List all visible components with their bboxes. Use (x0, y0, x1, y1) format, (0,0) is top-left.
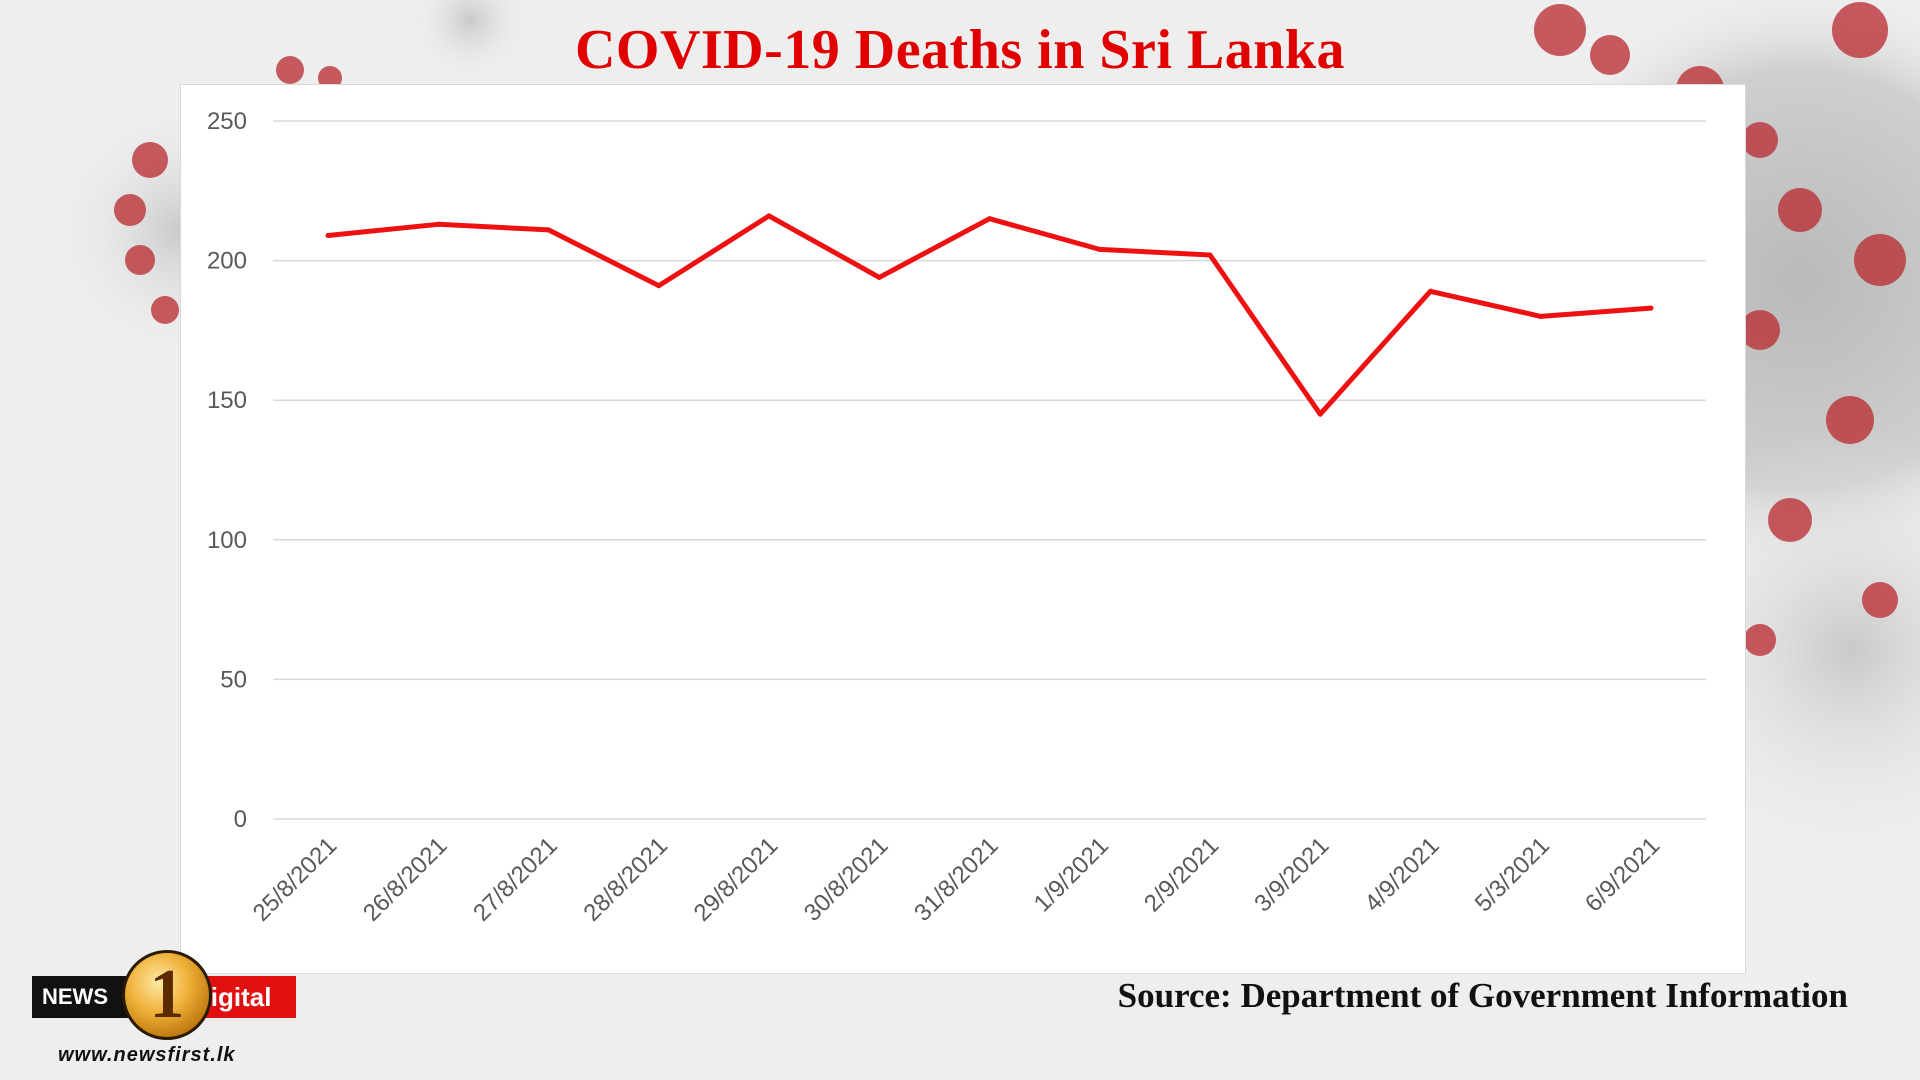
newsfirst-logo: NEWS Digital 1 www.newsfirst.lk (30, 948, 300, 1068)
data-point (1097, 246, 1103, 252)
data-point (1538, 313, 1544, 319)
x-tick-label: 29/8/2021 (689, 832, 784, 927)
x-tick-label: 28/8/2021 (578, 832, 673, 927)
data-point (987, 216, 992, 222)
chart-title: COVID-19 Deaths in Sri Lanka (574, 19, 1346, 81)
y-tick-label: 100 (207, 527, 247, 554)
y-tick-label: 0 (234, 806, 247, 833)
data-point (1207, 252, 1213, 258)
source-credit: Source: Department of Government Informa… (1117, 976, 1848, 1015)
x-tick-label: 5/3/2021 (1470, 832, 1555, 917)
x-tick-label: 6/9/2021 (1580, 832, 1665, 917)
y-tick-label: 250 (207, 108, 247, 135)
x-tick-label: 25/8/2021 (248, 832, 343, 927)
line-chart: 0 50 100 150 200 250 25/8/2021 26/8/2021 27/8/20… (207, 108, 1706, 927)
data-point (325, 232, 331, 238)
data-point (1427, 288, 1433, 294)
chart-area: 0 50 100 150 200 250 25/8/2021 26/8/2021 27/8/20… (180, 84, 1746, 974)
logo-news-label: NEWS (32, 976, 132, 1018)
x-tick-label: 27/8/2021 (468, 832, 563, 927)
x-tick-label: 3/9/2021 (1249, 832, 1334, 917)
y-tick-label: 200 (207, 248, 247, 275)
data-point (1648, 305, 1654, 311)
data-point (435, 221, 441, 227)
x-tick-label: 30/8/2021 (799, 832, 894, 927)
y-tick-label: 150 (207, 387, 247, 414)
x-tick-label: 1/9/2021 (1029, 832, 1114, 917)
x-tick-label: 2/9/2021 (1139, 832, 1224, 917)
data-point (1317, 411, 1323, 417)
x-tick-label: 26/8/2021 (358, 832, 453, 927)
logo-url: www.newsfirst.lk (58, 1044, 236, 1066)
x-tick-label: 4/9/2021 (1360, 832, 1445, 917)
y-tick-label: 50 (220, 666, 247, 693)
logo-number-badge: 1 (122, 950, 212, 1040)
data-point (656, 283, 662, 289)
data-point (766, 213, 772, 219)
x-tick-label: 31/8/2021 (909, 832, 1004, 927)
data-point (876, 274, 882, 280)
series-line (325, 213, 1654, 417)
data-point (546, 227, 552, 233)
